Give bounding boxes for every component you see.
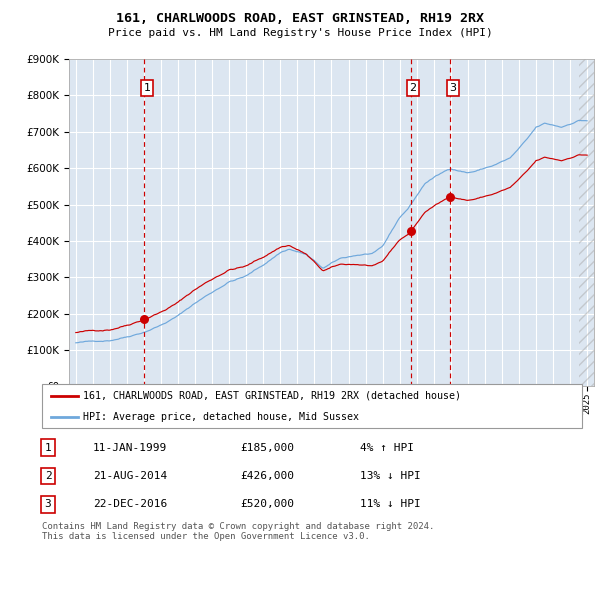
Text: 21-AUG-2014: 21-AUG-2014 — [93, 471, 167, 481]
Text: 22-DEC-2016: 22-DEC-2016 — [93, 500, 167, 509]
Text: £185,000: £185,000 — [240, 443, 294, 453]
Text: 13% ↓ HPI: 13% ↓ HPI — [360, 471, 421, 481]
Text: HPI: Average price, detached house, Mid Sussex: HPI: Average price, detached house, Mid … — [83, 412, 359, 422]
Text: 1: 1 — [44, 443, 52, 453]
Text: Contains HM Land Registry data © Crown copyright and database right 2024.
This d: Contains HM Land Registry data © Crown c… — [42, 522, 434, 541]
Text: 1: 1 — [143, 83, 151, 93]
Bar — [578, 59, 596, 386]
Text: 161, CHARLWOODS ROAD, EAST GRINSTEAD, RH19 2RX: 161, CHARLWOODS ROAD, EAST GRINSTEAD, RH… — [116, 12, 484, 25]
Text: 2: 2 — [410, 83, 416, 93]
Text: 11-JAN-1999: 11-JAN-1999 — [93, 443, 167, 453]
Text: 161, CHARLWOODS ROAD, EAST GRINSTEAD, RH19 2RX (detached house): 161, CHARLWOODS ROAD, EAST GRINSTEAD, RH… — [83, 391, 461, 401]
Text: £520,000: £520,000 — [240, 500, 294, 509]
Text: 3: 3 — [449, 83, 457, 93]
Text: £426,000: £426,000 — [240, 471, 294, 481]
Text: 3: 3 — [44, 500, 52, 509]
Text: 4% ↑ HPI: 4% ↑ HPI — [360, 443, 414, 453]
Text: 11% ↓ HPI: 11% ↓ HPI — [360, 500, 421, 509]
Text: Price paid vs. HM Land Registry's House Price Index (HPI): Price paid vs. HM Land Registry's House … — [107, 28, 493, 38]
Text: 2: 2 — [44, 471, 52, 481]
